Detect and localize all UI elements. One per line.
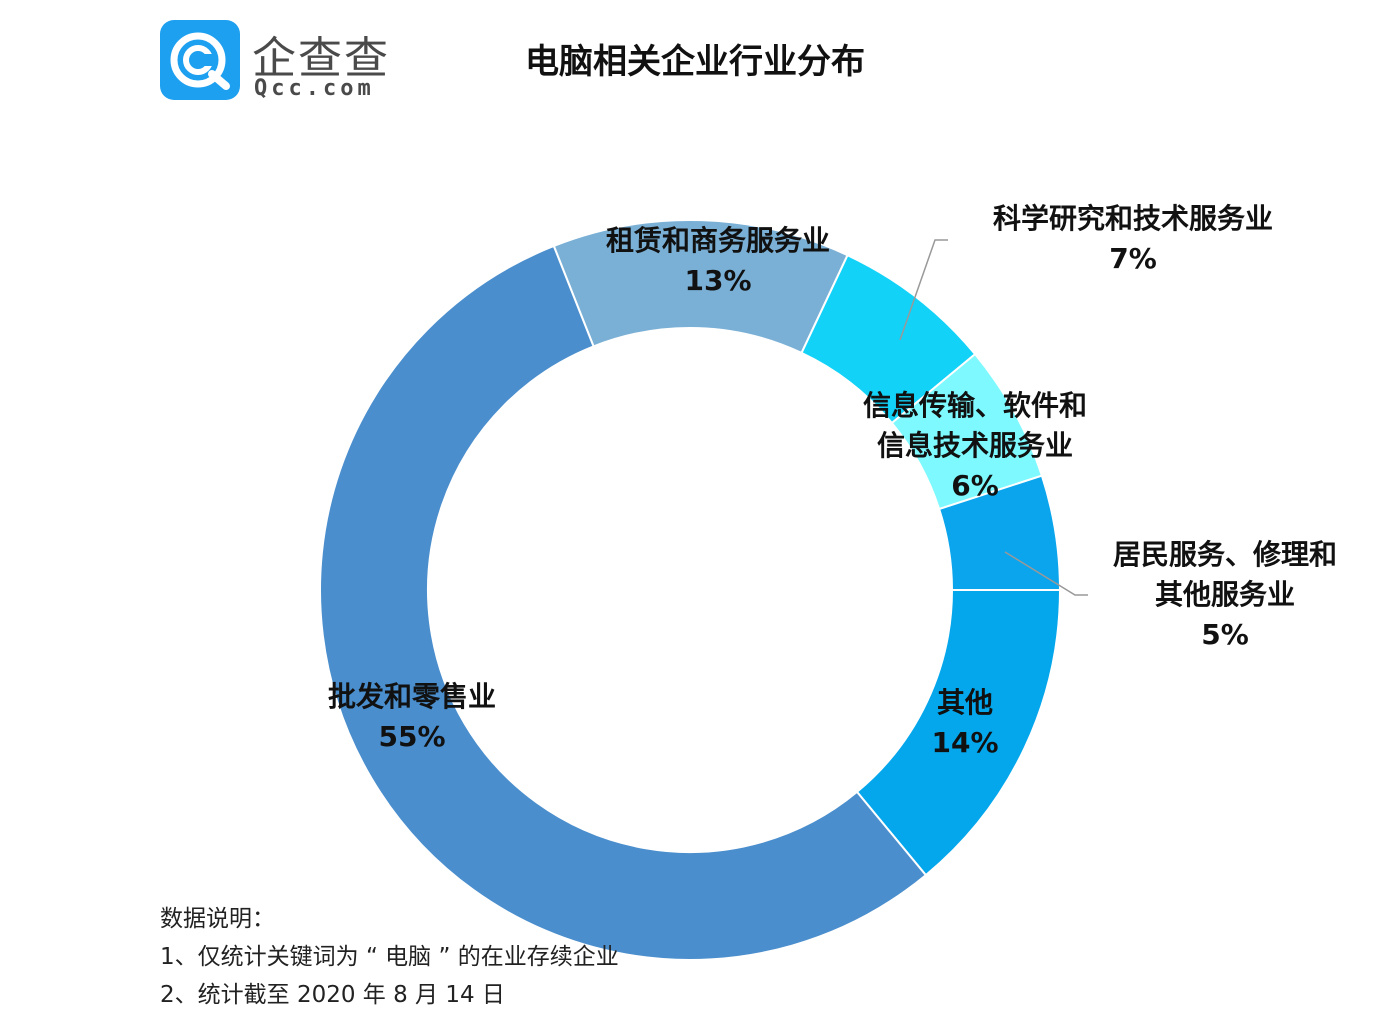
donut-slice-5 [319,244,928,962]
notes-line-1: 1、仅统计关键词为 “ 电脑 ” 的在业存续企业 [160,944,619,970]
qcc-logo: 企查查 Qcc.com [160,20,400,102]
slice-label-value-3: 5% [1201,618,1249,651]
slice-label-name-0-0: 租赁和商务服务业 [606,224,830,257]
slice-label-name-1-0: 科学研究和技术服务业 [993,202,1273,235]
qcc-logo-icon [160,20,240,100]
notes-line-2: 2、统计截至 2020 年 8 月 14 日 [160,982,505,1008]
slice-label-value-1: 7% [1109,242,1157,275]
slice-label-name-4-0: 其他 [937,686,993,719]
slice-label-name-2-1: 信息技术服务业 [877,429,1073,462]
slice-label-value-4: 14% [931,726,998,759]
leader-line-1 [899,239,948,341]
slice-label-name-3-1: 其他服务业 [1155,578,1295,611]
slice-label-value-2: 6% [951,469,999,502]
logo-name-en: Qcc.com [254,76,375,101]
slice-label-name-5-0: 批发和零售业 [328,680,496,713]
slice-label-name-2-0: 信息传输、软件和 [863,389,1087,422]
chart-title: 电脑相关企业行业分布 [525,42,865,82]
slice-label-value-0: 13% [684,264,751,297]
slice-label-value-5: 55% [378,720,445,753]
notes-heading: 数据说明： [160,906,275,932]
leader-line-3 [1004,551,1088,596]
slice-label-name-3-0: 居民服务、修理和 [1113,538,1337,571]
data-notes: 数据说明： 1、仅统计关键词为 “ 电脑 ” 的在业存续企业 2、统计截至 20… [160,900,619,1014]
donut-slices [319,219,1062,962]
logo-name-cn: 企查查 [252,33,390,84]
leader-lines [899,239,1088,596]
